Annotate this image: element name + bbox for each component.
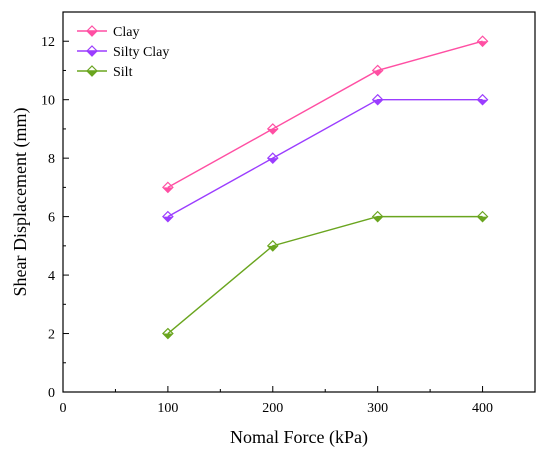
series-silt (162, 210, 489, 340)
point-marker (162, 210, 174, 223)
y-tick-label: 6 (48, 211, 55, 226)
point-marker (476, 35, 489, 48)
y-tick-label: 4 (48, 269, 55, 284)
legend-label: Clay (113, 25, 139, 40)
x-tick-label: 300 (367, 401, 388, 416)
series-group (162, 35, 489, 340)
y-tick-label: 0 (48, 386, 55, 401)
point-marker (86, 45, 98, 57)
y-tick-label: 2 (48, 328, 55, 343)
point-marker (162, 181, 174, 194)
series-silty-clay (162, 93, 489, 223)
x-tick-label: 200 (262, 401, 283, 416)
point-marker (476, 210, 489, 223)
series-line (167, 40, 483, 188)
x-tick-label: 0 (60, 401, 67, 416)
legend-label: Silt (113, 65, 133, 80)
series-line (167, 98, 483, 218)
point-marker (371, 64, 384, 77)
legend-entry: Clay (77, 25, 139, 40)
x-tick-label: 400 (472, 401, 493, 416)
axes: 0 100 200 300 400 0 2 4 6 8 10 12 (41, 11, 536, 416)
point-marker (266, 239, 279, 252)
x-axis-title: Nomal Force (kPa) (230, 427, 368, 448)
point-marker (371, 93, 384, 106)
y-axis-title: Shear Displacement (mm) (10, 108, 31, 297)
point-marker (86, 65, 98, 77)
y-tick-label: 8 (48, 152, 55, 167)
y-tick-label: 10 (41, 94, 55, 109)
point-marker (266, 123, 279, 135)
point-marker (86, 25, 98, 37)
legend-entry: Silt (77, 65, 133, 80)
point-marker (371, 210, 384, 223)
legend-label: Silty Clay (113, 45, 169, 60)
y-tick-label: 12 (41, 35, 55, 50)
point-marker (162, 327, 174, 340)
point-marker (266, 152, 279, 165)
x-tick-label: 100 (157, 401, 178, 416)
series-clay (162, 35, 489, 194)
legend: Clay Silty Clay Silt (77, 25, 169, 80)
plot-area (62, 11, 536, 393)
series-line (167, 215, 483, 335)
legend-entry: Silty Clay (77, 45, 169, 60)
point-marker (476, 93, 489, 106)
plot-frame (62, 11, 536, 393)
